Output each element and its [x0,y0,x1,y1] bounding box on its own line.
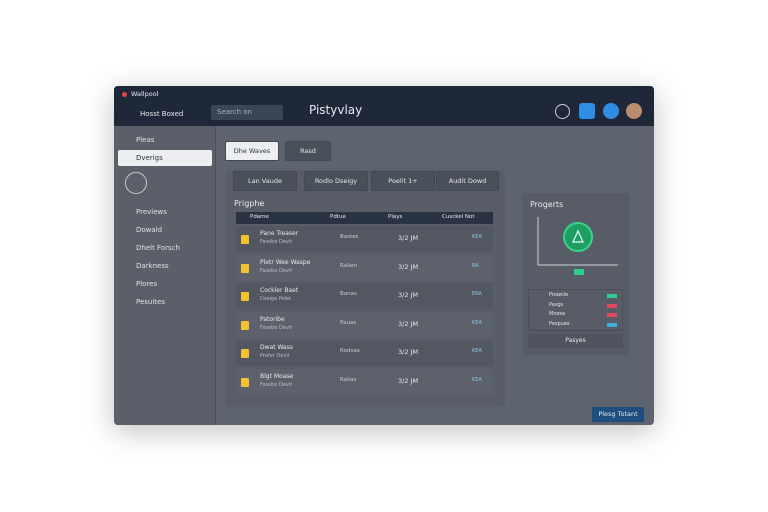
account-menu[interactable]: Hosst Boxed [140,110,184,118]
sidebar-item[interactable]: Pesuites [136,298,166,306]
badge-icon [572,229,584,243]
sidebar: Pleas Dverigs Previews Dowald Dhelt Forsch Da… [114,126,216,425]
row-sub: Dseige Pelet [260,296,292,302]
panel-button[interactable]: Pasyes [528,334,623,348]
row-plays: 3/2 JM [398,319,419,328]
sidebar-item[interactable]: Dverigs [118,150,212,166]
search-placeholder: Search on [217,108,252,116]
row-name: Blgt Moase [260,372,294,380]
row-status: Bastes [340,234,359,240]
table-row[interactable]: Pane Treaser Fasebe Devit Bastes 3/2 JM KEA [236,226,493,252]
table-row[interactable]: Pletr Wee Waspe Fasebe Devit Ralien 3/2 JM R… [236,254,493,281]
row-name: Patoribe [260,315,285,323]
tab[interactable]: Rasd [285,141,331,161]
panel-title: Progerts [530,200,564,209]
row-status: Ralias [340,376,357,383]
table-row[interactable]: Blgt Moase Fasebe Devit Ralias 3/2 JM KEA [236,368,493,395]
legend-label: Pespues [549,320,570,327]
row-name: Pletr Wee Waspe [260,258,311,266]
legend-swatch [607,322,617,327]
row-status: Ralien [340,262,357,269]
eye-icon[interactable] [603,103,619,119]
sidebar-item[interactable]: Plores [136,280,158,288]
row-tag: KEA [472,319,482,326]
table-card: Prigphe Pdame Pdtue Plays Cusckel Not Pane … [226,170,505,407]
row-plays: 3/2 JM [398,234,419,242]
sidebar-icon [125,172,147,194]
toolbar-button[interactable]: Poelit 1+ [371,171,435,191]
file-icon [241,377,249,387]
row-plays: 3/2 JM [398,376,419,385]
row-status: Rodvas [340,348,360,354]
row-sub: Fasebe Devit [260,239,293,245]
app-window: Wallpool Hosst Boxed Search on Pistyvlay… [114,86,654,425]
file-icon [241,235,249,244]
clock-icon[interactable] [555,104,570,119]
sidebar-item[interactable]: Darkness [136,262,169,270]
search-box[interactable]: Search on [211,105,283,120]
sidebar-item[interactable]: Pleas [136,136,155,144]
row-name: Dwat Wass [260,344,293,351]
toolbar-button[interactable]: Rodlo Dseigy [304,171,368,191]
row-sub: Fasebe Devit [260,267,293,274]
row-status: Banas [340,291,357,297]
column-header: Pdame [250,214,269,220]
column-header: Pdtue [330,214,346,220]
sidebar-item[interactable]: Dowald [136,226,163,234]
file-icon [241,320,249,330]
column-header: Plays [388,214,403,220]
app-dot [122,92,127,97]
table-body: Pane Treaser Fasebe Devit Bastes 3/2 JM KEA P… [236,226,493,396]
status-badge [563,222,593,252]
row-tag: RA [472,262,479,269]
row-name: Pane Treaser [260,230,299,237]
stats-panel: Progerts Prowcle Pasgs Mnesa Pespues Pasyes [522,193,629,355]
legend-box: Prowcle Pasgs Mnesa Pespues [528,289,623,331]
title-bar: Wallpool Hosst Boxed Search on Pistyvlay [114,86,654,126]
music-icon[interactable] [579,103,595,119]
page-title: Pistyvlay [309,103,363,117]
file-icon [241,292,249,301]
sidebar-item[interactable]: Dhelt Forsch [136,244,180,252]
row-sub: Fasebe Devit [260,381,293,388]
table-row[interactable]: Dwat Wass Prefer Devit Rodvas 3/2 JM KEA [236,340,493,366]
app-name: Wallpool [131,90,159,98]
row-plays: 3/2 JM [398,291,419,299]
sidebar-item[interactable]: Previews [136,208,167,216]
legend-swatch [607,294,617,298]
row-tag: ERA [472,291,482,297]
file-icon [241,349,249,358]
table-row[interactable]: Cockler Baet Dseige Pelet Banas 3/2 JM ERA [236,283,493,309]
avatar[interactable] [626,103,642,119]
table-header: Pdame Pdtue Plays Cusckel Not [236,212,493,224]
panel-chart [537,217,618,275]
file-icon [241,263,249,273]
legend-label: Pasgs [549,301,564,308]
row-name: Cockler Baet [260,287,299,294]
row-tag: KEA [472,234,482,240]
row-tag: KEA [472,348,482,354]
row-plays: 3/2 JM [398,262,419,271]
row-plays: 3/2 JM [398,348,419,356]
row-sub: Prefer Devit [260,353,290,359]
tab[interactable]: Dhe Waves [225,141,279,161]
legend-label: Mnesa [549,311,566,317]
table-row[interactable]: Patoribe Fasebe Devit Pauas 3/2 JM KEA [236,311,493,338]
table-title: Prigphe [234,199,265,208]
legend-swatch [607,313,617,317]
row-tag: KEA [472,376,482,383]
legend-swatch [574,269,584,275]
toolbar-button[interactable]: Audit Dowd [436,171,499,191]
column-header: Cusckel Not [442,214,475,220]
row-status: Pauas [340,319,357,326]
footer-button[interactable]: Plesg Totant [592,407,644,422]
legend-label: Prowcle [549,292,569,298]
legend-swatch [607,303,617,308]
toolbar-button[interactable]: Lan Vaude [233,171,297,191]
row-sub: Fasebe Devit [260,324,293,331]
